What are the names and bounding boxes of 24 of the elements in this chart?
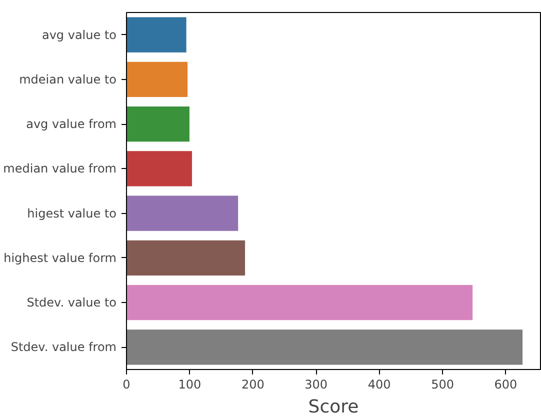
y-tick-label: higest value to [27,206,117,220]
bar [126,16,187,53]
y-tick-label: highest value form [4,250,117,265]
y-tick-label: Stdev. value to [26,296,117,310]
bar [126,329,524,366]
y-tick-label: avg value from [26,117,116,132]
x-tick-label: 100 [178,378,202,392]
x-tick-label: 200 [241,378,264,392]
x-axis-title: Score [308,396,359,418]
x-tick-label: 0 [122,378,130,392]
bar [126,106,190,142]
y-tick-label: median value from [3,162,117,176]
y-tick-label: avg value to [42,28,117,42]
bar [126,150,192,187]
x-tick-label: 500 [431,378,454,392]
bar [126,61,188,98]
x-tick-label: 300 [304,378,328,392]
bar [126,195,239,232]
y-tick-label: mdeian value to [19,72,116,86]
bar [126,240,246,276]
x-tick-label: 400 [368,378,391,392]
y-tick-label: Stdev. value from [10,340,116,354]
x-tick-label: 600 [494,378,518,392]
bar [126,284,474,321]
